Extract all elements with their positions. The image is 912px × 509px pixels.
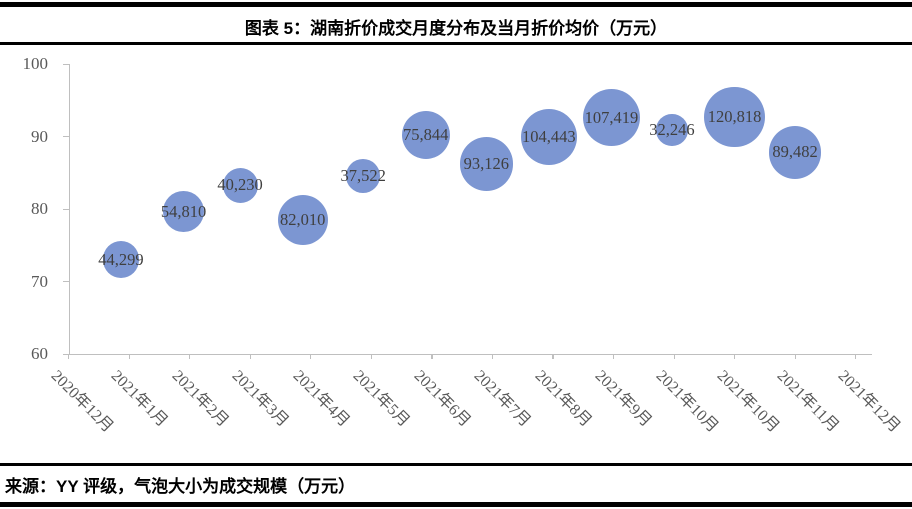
- data-bubble-label: 54,810: [160, 201, 207, 221]
- data-bubble: [582, 89, 641, 147]
- bottom-border-rule: [0, 502, 912, 507]
- source-note: 来源：YY 评级，气泡大小为成交规模（万元）: [5, 477, 356, 496]
- data-bubble: [277, 194, 328, 245]
- y-axis-tick-label: 80: [31, 199, 48, 218]
- x-axis-tick: [249, 354, 251, 359]
- x-axis-tick: [68, 354, 70, 359]
- data-bubble: [163, 191, 204, 233]
- data-bubble-label: 44,299: [98, 249, 144, 269]
- data-bubble-label: 75,844: [403, 125, 449, 145]
- data-bubble: [459, 137, 513, 191]
- x-axis-tick: [370, 354, 373, 359]
- data-bubble-label: 40,230: [217, 175, 263, 195]
- x-axis-tick-label: 2021年5月: [349, 367, 413, 431]
- source-divider-rule: [0, 463, 912, 466]
- data-bubble: [102, 241, 140, 279]
- x-axis-tick-label: 2021年10月: [713, 367, 782, 436]
- y-axis-tick-label: 90: [31, 126, 48, 146]
- data-bubble: [222, 167, 258, 203]
- x-axis-tick-label: 2021年11月: [773, 367, 842, 436]
- x-axis-tick-label: 2021年10月: [652, 367, 722, 436]
- data-bubble-label: 107,419: [584, 107, 639, 127]
- data-bubble: [768, 126, 822, 179]
- data-bubble: [346, 158, 381, 193]
- data-bubble-label: 89,482: [772, 142, 818, 162]
- y-axis-tick: [62, 353, 69, 355]
- data-bubble: [401, 111, 450, 160]
- x-axis-tick: [310, 354, 312, 359]
- x-axis-tick: [552, 354, 554, 359]
- x-axis-tick-label: 2021年3月: [228, 367, 292, 431]
- x-axis-tick: [491, 354, 494, 359]
- data-bubble-label: 93,126: [463, 154, 509, 174]
- x-axis-tick: [734, 354, 736, 359]
- x-axis-tick: [189, 354, 191, 359]
- data-bubble-label: 120,818: [707, 106, 762, 126]
- x-axis-tick: [673, 354, 675, 359]
- x-axis-tick-label: 2021年9月: [592, 367, 656, 431]
- y-axis-tick-label: 70: [31, 271, 48, 291]
- data-bubble-label: 37,522: [340, 165, 386, 185]
- x-axis-tick-label: 2021年7月: [471, 367, 534, 431]
- x-axis-tick: [431, 354, 433, 359]
- data-bubble-label: 32,246: [649, 119, 695, 139]
- x-axis-tick-label: 2021年1月: [107, 367, 171, 431]
- x-axis-tick-label: 2021年4月: [289, 367, 353, 431]
- x-axis-tick-label: 2021年6月: [410, 367, 474, 431]
- chart-title: 图表 5：湖南折价成交月度分布及当月折价均价（万元）: [244, 19, 668, 38]
- y-axis-line: [68, 64, 70, 354]
- y-axis-tick: [62, 281, 69, 283]
- x-axis-line: [68, 354, 872, 356]
- y-axis-tick: [62, 136, 69, 138]
- x-axis-tick-label: 2021年8月: [531, 367, 595, 431]
- y-axis-tick-label: 60: [31, 344, 48, 363]
- x-axis-tick: [612, 354, 615, 359]
- title-divider-rule: [0, 42, 912, 45]
- data-bubble-label: 82,010: [279, 209, 326, 229]
- data-bubble-label: 104,443: [522, 127, 576, 147]
- data-bubble: [656, 114, 688, 146]
- x-axis-tick: [855, 354, 857, 359]
- y-axis-tick: [62, 63, 69, 65]
- data-bubble: [704, 86, 765, 148]
- x-axis-tick-label: 2020年12月: [47, 367, 116, 436]
- x-axis-tick: [794, 354, 796, 359]
- x-axis-tick-label: 2021年2月: [168, 367, 232, 431]
- x-axis-tick: [128, 354, 130, 359]
- y-axis-tick-label: 100: [22, 54, 49, 73]
- top-border-rule: [0, 2, 912, 7]
- y-axis-tick: [62, 208, 69, 210]
- x-axis-tick-label: 2021年12月: [834, 367, 903, 436]
- data-bubble: [520, 109, 578, 166]
